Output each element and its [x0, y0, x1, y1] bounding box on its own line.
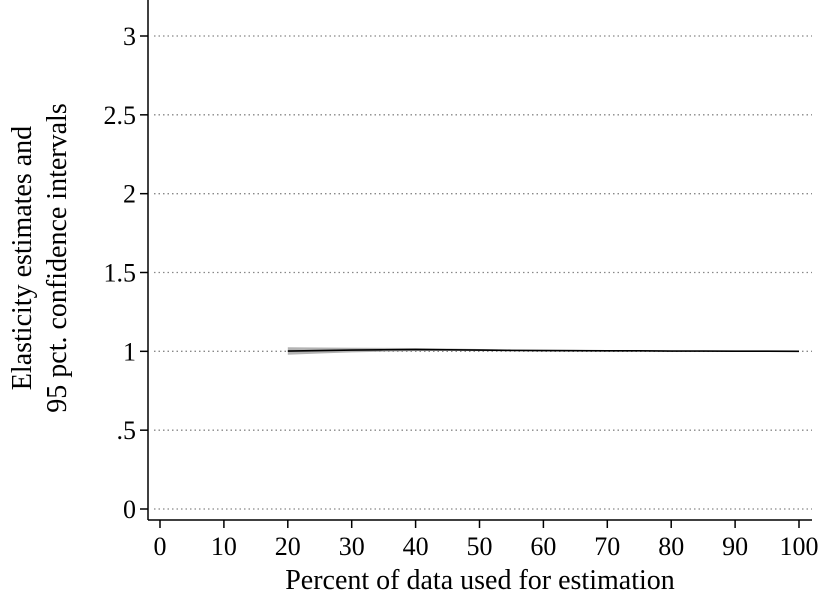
y-tick-label: .5 [117, 416, 137, 445]
y-tick-label: 2 [123, 180, 136, 209]
y-axis-title-line-2: 95 pct. confidence intervals [42, 103, 73, 412]
x-tick-label: 50 [467, 532, 493, 561]
gridlines [154, 35, 812, 510]
x-tick-label: 60 [530, 532, 556, 561]
y-tick-label: 1 [123, 337, 136, 366]
x-tick-labels: 0 10 20 30 40 50 60 70 80 90 100 [154, 532, 819, 561]
y-tick-labels: 0 .5 1 1.5 2 2.5 3 [104, 22, 137, 524]
x-tick-label: 10 [211, 532, 237, 561]
x-tick-label: 40 [403, 532, 429, 561]
y-tick-label: 0 [123, 495, 136, 524]
x-tick-label: 20 [275, 532, 301, 561]
x-tick-label: 80 [658, 532, 684, 561]
x-tick-label: 0 [154, 532, 167, 561]
y-tick-label: 3 [123, 22, 136, 51]
y-tick-label: 2.5 [104, 101, 137, 130]
y-axis-title-line-1: Elasticity estimates and [7, 126, 38, 390]
estimate-line [287, 348, 800, 353]
estimate-line-layer [287, 348, 800, 353]
x-tick-label: 90 [722, 532, 748, 561]
axes [140, 0, 812, 528]
y-tick-label: 1.5 [104, 259, 137, 288]
x-axis-title: Percent of data used for estimation [285, 565, 675, 596]
x-tick-label: 70 [594, 532, 620, 561]
x-tick-label: 100 [780, 532, 819, 561]
x-tick-label: 30 [339, 532, 365, 561]
